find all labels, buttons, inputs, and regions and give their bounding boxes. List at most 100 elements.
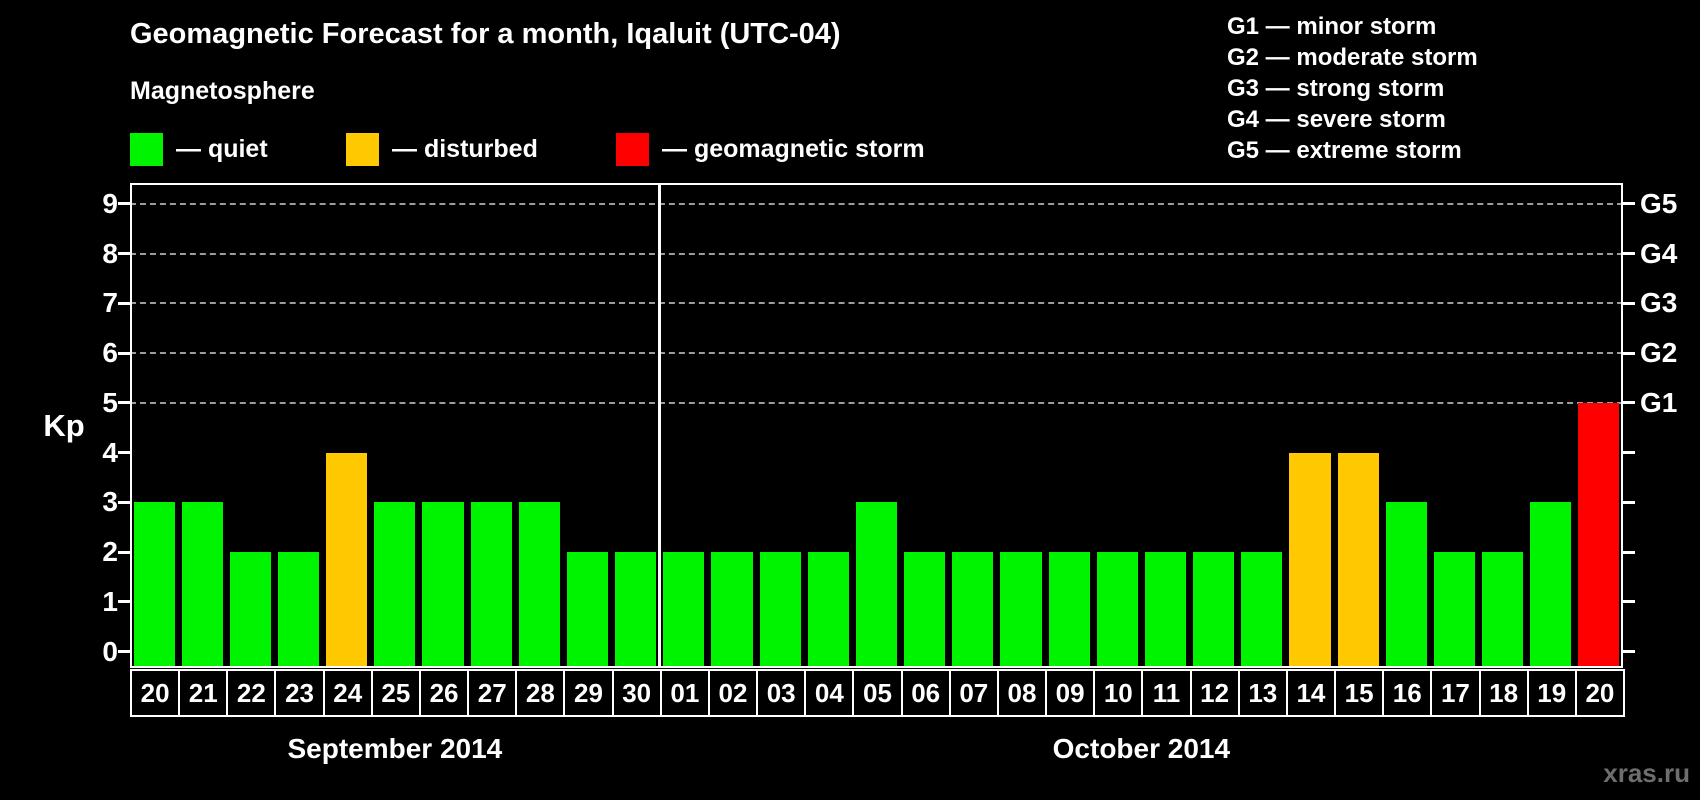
day-label-october-07: 07 xyxy=(948,669,999,717)
bar-october-10 xyxy=(1096,552,1138,666)
bar-october-04 xyxy=(807,552,849,666)
day-label-october-17: 17 xyxy=(1430,669,1481,717)
magnetosphere-label: Magnetosphere xyxy=(130,77,315,105)
watermark: xras.ru xyxy=(1603,758,1690,788)
y-axis-label-7: 7 xyxy=(102,287,118,319)
legend-label: — geomagnetic storm xyxy=(662,134,925,163)
day-label-october-14: 14 xyxy=(1285,669,1337,717)
day-label-september-30: 30 xyxy=(611,669,662,717)
bar-september-22 xyxy=(229,552,271,666)
day-label-october-02: 02 xyxy=(707,669,759,717)
y-axis-label-1: 1 xyxy=(102,585,118,617)
bar-september-30 xyxy=(615,552,657,666)
y-axis-title: Kp xyxy=(43,408,85,443)
y-axis-label-0: 0 xyxy=(102,635,118,667)
storm-scale-line-g3: G3 — strong storm xyxy=(1227,75,1445,102)
bar-october-18 xyxy=(1482,552,1524,666)
right-axis-label-g3: G3 xyxy=(1640,287,1678,319)
day-label-september-24: 24 xyxy=(322,669,373,717)
storm-color-swatch xyxy=(616,132,649,166)
right-axis-label-g1: G1 xyxy=(1640,386,1678,418)
y-axis-tick-0 xyxy=(118,650,130,654)
y-axis-tick-9 xyxy=(118,202,130,206)
bar-september-26 xyxy=(422,502,464,666)
y-axis-tick-6 xyxy=(118,351,130,355)
bar-october-16 xyxy=(1385,502,1427,666)
day-label-september-27: 27 xyxy=(467,669,518,717)
bar-october-07 xyxy=(952,552,994,666)
bar-september-27 xyxy=(470,502,512,666)
right-axis-tick-9 xyxy=(1623,202,1635,206)
y-axis-tick-3 xyxy=(118,500,130,504)
right-axis-tick-2 xyxy=(1623,550,1635,554)
y-axis-label-9: 9 xyxy=(102,187,118,219)
storm-scale-line-g4: G4 — severe storm xyxy=(1227,106,1446,133)
day-label-october-20: 20 xyxy=(1574,669,1625,717)
legend-item-storm: — geomagnetic storm xyxy=(616,132,925,166)
disturbed-color-swatch xyxy=(346,132,379,166)
legend-item-quiet: — quiet xyxy=(130,132,268,166)
bar-october-20 xyxy=(1578,402,1620,666)
day-label-october-18: 18 xyxy=(1478,669,1529,717)
y-axis-tick-1 xyxy=(118,600,130,604)
storm-scale-line-g2: G2 — moderate storm xyxy=(1227,44,1478,71)
right-axis-label-g5: G5 xyxy=(1640,187,1678,219)
bar-september-20 xyxy=(133,502,175,666)
y-axis-label-6: 6 xyxy=(102,337,118,369)
y-axis-label-5: 5 xyxy=(102,386,118,418)
bar-october-19 xyxy=(1530,502,1572,666)
day-label-october-09: 09 xyxy=(1045,669,1096,717)
bar-october-03 xyxy=(759,552,801,666)
day-label-october-01: 01 xyxy=(659,669,710,717)
gridline-kp7 xyxy=(130,302,1623,305)
day-label-september-20: 20 xyxy=(130,669,181,717)
day-label-october-05: 05 xyxy=(852,669,903,717)
month-label-october: October 2014 xyxy=(1052,733,1231,764)
month-separator xyxy=(658,183,662,668)
legend-label: — disturbed xyxy=(392,134,538,163)
y-axis-tick-7 xyxy=(118,301,130,305)
storm-scale-line-g1: G1 — minor storm xyxy=(1227,13,1437,40)
day-label-september-22: 22 xyxy=(226,669,277,717)
bar-october-01 xyxy=(663,552,705,666)
bar-october-09 xyxy=(1048,552,1090,666)
bar-october-13 xyxy=(1241,552,1283,666)
y-axis-label-4: 4 xyxy=(102,436,118,468)
y-axis-label-2: 2 xyxy=(102,536,118,568)
day-label-october-11: 11 xyxy=(1141,669,1192,717)
bar-september-23 xyxy=(277,552,320,666)
right-axis-tick-0 xyxy=(1623,650,1635,654)
day-label-october-08: 08 xyxy=(996,669,1048,717)
right-axis-tick-3 xyxy=(1623,500,1635,504)
day-label-october-04: 04 xyxy=(804,669,855,717)
gridline-kp9 xyxy=(130,202,1623,205)
day-label-october-15: 15 xyxy=(1334,669,1385,717)
bar-september-25 xyxy=(374,502,416,666)
right-axis-tick-6 xyxy=(1623,351,1635,355)
day-label-september-29: 29 xyxy=(563,669,614,717)
right-axis-label-g2: G2 xyxy=(1640,337,1678,369)
bar-october-08 xyxy=(1000,552,1042,666)
bar-october-11 xyxy=(1144,552,1187,666)
storm-scale-legend: G1 — minor storm G2 — moderate storm G3 … xyxy=(1227,11,1478,166)
gridline-kp5 xyxy=(130,401,1623,404)
day-label-september-23: 23 xyxy=(274,669,325,717)
day-label-october-06: 06 xyxy=(900,669,951,717)
bar-october-15 xyxy=(1337,452,1379,666)
day-label-october-16: 16 xyxy=(1382,669,1433,717)
right-axis-tick-8 xyxy=(1623,252,1635,256)
quiet-color-swatch xyxy=(130,132,163,166)
chart-title: Geomagnetic Forecast for a month, Iqalui… xyxy=(130,18,841,50)
legend-item-disturbed: — disturbed xyxy=(346,132,538,166)
gridline-kp8 xyxy=(130,252,1623,255)
right-axis-tick-1 xyxy=(1623,600,1635,604)
bar-october-05 xyxy=(855,502,898,666)
day-label-september-26: 26 xyxy=(418,669,470,717)
right-axis-tick-7 xyxy=(1623,301,1635,305)
day-label-october-10: 10 xyxy=(1093,669,1144,717)
y-axis-tick-2 xyxy=(118,550,130,554)
bar-october-14 xyxy=(1289,452,1331,666)
bar-october-06 xyxy=(904,552,946,666)
bar-september-29 xyxy=(566,552,609,666)
